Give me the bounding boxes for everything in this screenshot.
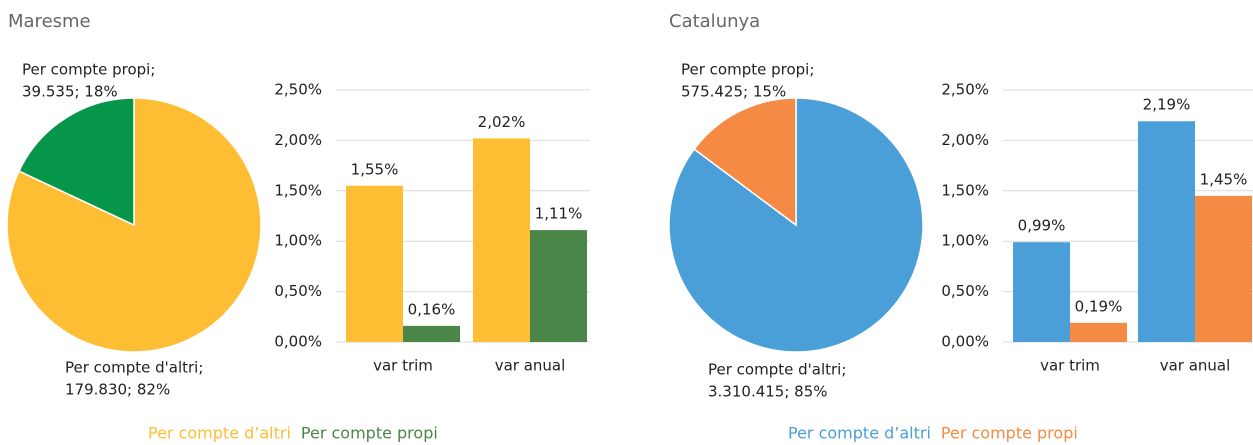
bar — [1070, 322, 1127, 342]
data-label: 1,55% — [351, 160, 399, 178]
panel-title: Catalunya — [669, 11, 760, 32]
pie-slice — [693, 97, 797, 227]
y-tick-label: 0,00% — [274, 333, 322, 351]
bar — [473, 138, 530, 342]
legend-entry: Per compte d’altri — [148, 424, 291, 443]
x-tick-label: var anual — [1160, 357, 1231, 375]
slice-value-label: 575.425; 15% — [681, 83, 786, 101]
slice-value-label: 3.310.415; 85% — [708, 383, 828, 401]
y-tick-label: 2,50% — [274, 81, 322, 99]
slice-label: Per compte propi; — [22, 61, 155, 79]
data-label: 0,99% — [1018, 217, 1066, 235]
legend-entry: Per compte propi — [941, 424, 1078, 443]
y-tick-label: 0,50% — [941, 282, 989, 300]
y-tick-label: 1,50% — [274, 181, 322, 199]
x-tick-label: var trim — [373, 357, 433, 375]
y-tick-label: 1,50% — [941, 181, 989, 199]
bar — [530, 230, 587, 342]
bar — [403, 325, 460, 342]
data-label: 0,16% — [408, 300, 456, 318]
bar — [1195, 195, 1252, 342]
panel-title: Maresme — [8, 11, 91, 32]
x-tick-label: var trim — [1040, 357, 1100, 375]
y-tick-label: 1,00% — [274, 232, 322, 250]
y-tick-label: 2,00% — [274, 131, 322, 149]
y-tick-label: 0,00% — [941, 333, 989, 351]
slice-value-label: 39.535; 18% — [22, 83, 118, 101]
data-label: 2,02% — [478, 113, 526, 131]
data-label: 2,19% — [1143, 96, 1191, 114]
slice-label: Per compte propi; — [681, 61, 814, 79]
pie-slice — [18, 97, 135, 227]
y-tick-label: 2,50% — [941, 81, 989, 99]
legend-entry: Per compte propi — [301, 424, 438, 443]
slice-label: Per compte d'altri; — [708, 361, 846, 379]
data-label: 1,45% — [1200, 170, 1248, 188]
legend-entry: Per compte d’altri — [788, 424, 931, 443]
bar — [1138, 121, 1195, 342]
bar — [346, 185, 403, 342]
pie-slice — [6, 97, 262, 353]
y-tick-label: 0,50% — [274, 282, 322, 300]
data-label: 0,19% — [1075, 297, 1123, 315]
y-tick-label: 2,00% — [941, 131, 989, 149]
slice-label: Per compte d'altri; — [65, 359, 203, 377]
bar — [1013, 242, 1070, 342]
y-tick-label: 1,00% — [941, 232, 989, 250]
x-tick-label: var anual — [495, 357, 566, 375]
slice-value-label: 179.830; 82% — [65, 381, 170, 399]
data-label: 1,11% — [535, 205, 583, 223]
